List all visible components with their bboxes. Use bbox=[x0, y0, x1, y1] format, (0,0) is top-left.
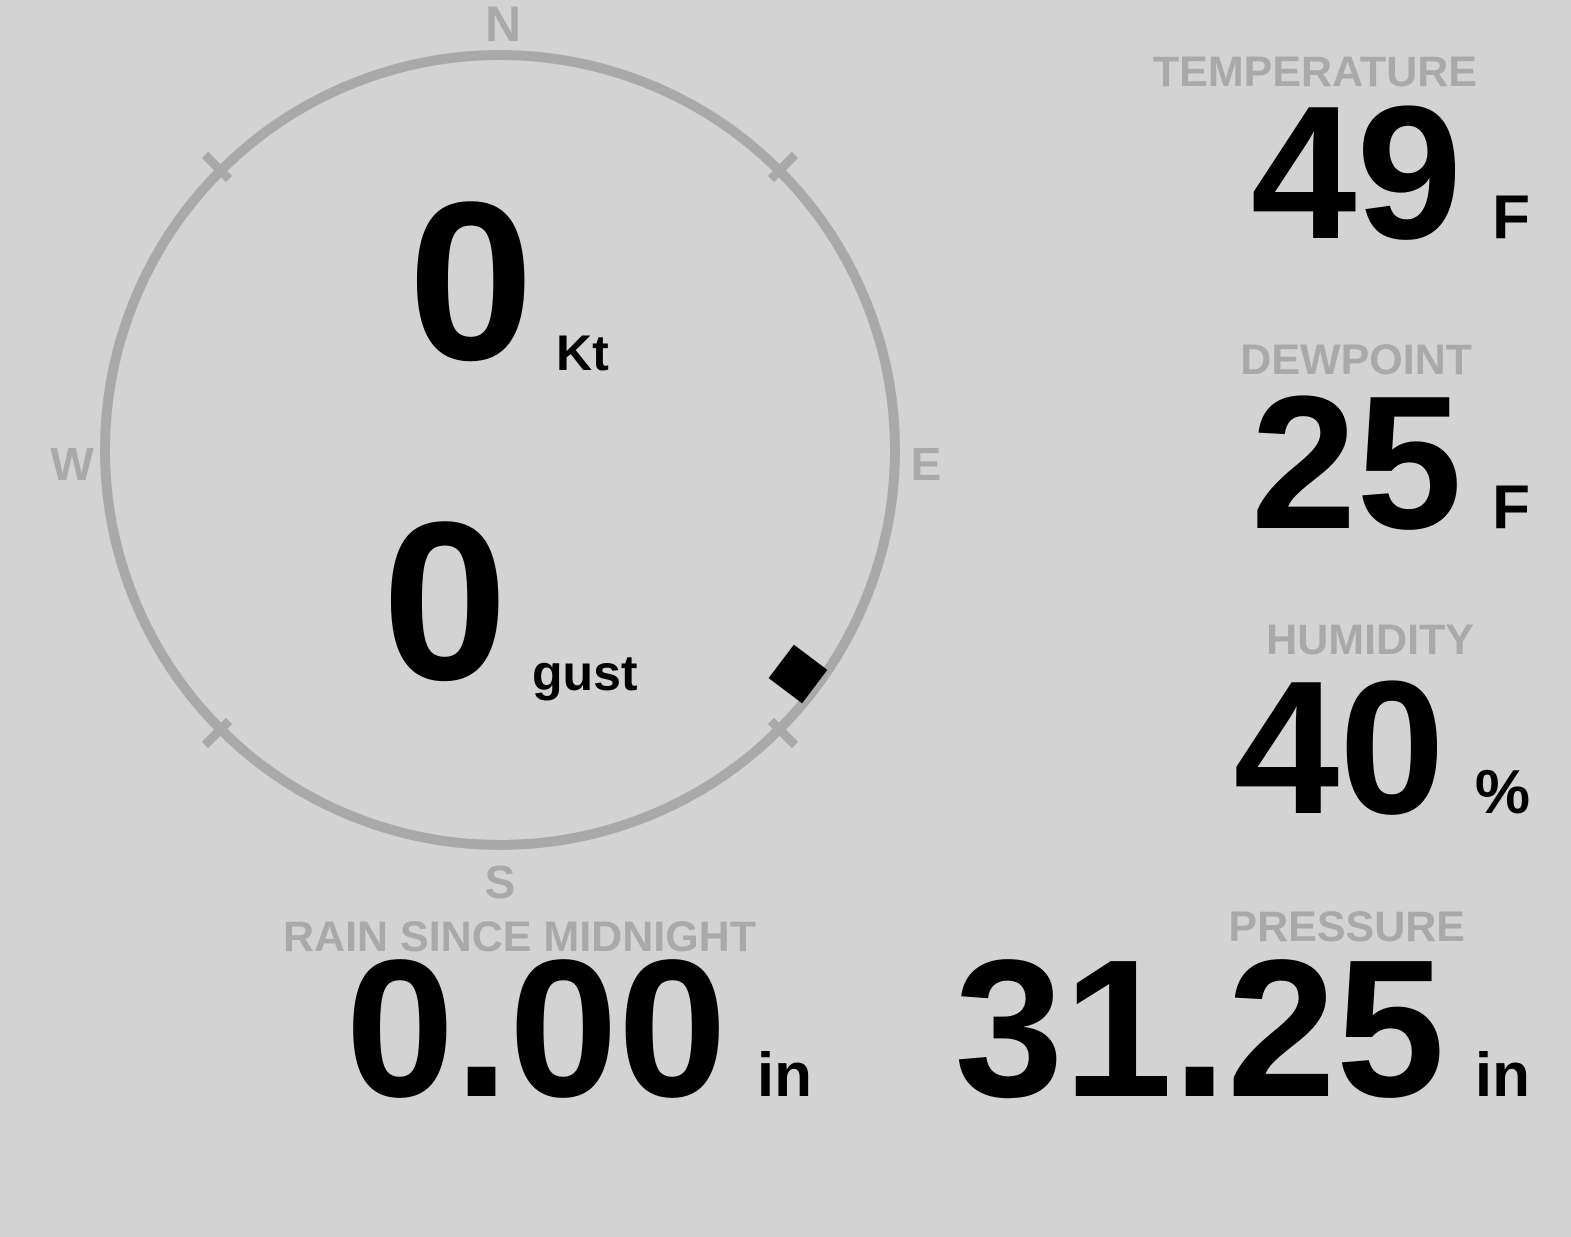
compass-label-west: W bbox=[50, 438, 94, 490]
metric-humidity: 40 % bbox=[1234, 653, 1530, 843]
compass-ring bbox=[100, 50, 900, 850]
metric-temperature: 49 F bbox=[1251, 78, 1530, 268]
pressure-value: 31.25 bbox=[954, 919, 1445, 1138]
temperature-value: 49 bbox=[1250, 67, 1463, 279]
temperature-label: TEMPERATURE bbox=[1152, 48, 1477, 96]
wind-gust-value: 0 bbox=[382, 474, 508, 727]
wind-gust-unit: gust bbox=[532, 645, 638, 701]
dewpoint-label: DEWPOINT bbox=[1240, 336, 1472, 384]
rain-unit: in bbox=[756, 1041, 812, 1110]
temperature-unit: F bbox=[1492, 183, 1530, 252]
wind-speed-value: 0 bbox=[408, 154, 534, 407]
pressure-unit: in bbox=[1474, 1041, 1530, 1110]
dewpoint-unit: F bbox=[1492, 473, 1530, 542]
compass-label-north: N bbox=[484, 0, 522, 52]
wind-speed-unit: Kt bbox=[556, 325, 609, 381]
humidity-value: 40 bbox=[1233, 642, 1445, 854]
rain-value: 0.00 bbox=[345, 919, 727, 1138]
metric-pressure: 31.25 in bbox=[954, 931, 1530, 1127]
compass-label-south: S bbox=[484, 856, 516, 908]
pressure-label: PRESSURE bbox=[1228, 903, 1465, 951]
metric-rain: 0.00 in bbox=[345, 931, 812, 1127]
dewpoint-value: 25 bbox=[1250, 357, 1463, 569]
compass-label-east: E bbox=[910, 438, 942, 490]
metric-dewpoint: 25 F bbox=[1251, 368, 1530, 558]
humidity-unit: % bbox=[1474, 758, 1530, 827]
humidity-label: HUMIDITY bbox=[1266, 616, 1474, 664]
rain-label: RAIN SINCE MIDNIGHT bbox=[283, 913, 756, 961]
